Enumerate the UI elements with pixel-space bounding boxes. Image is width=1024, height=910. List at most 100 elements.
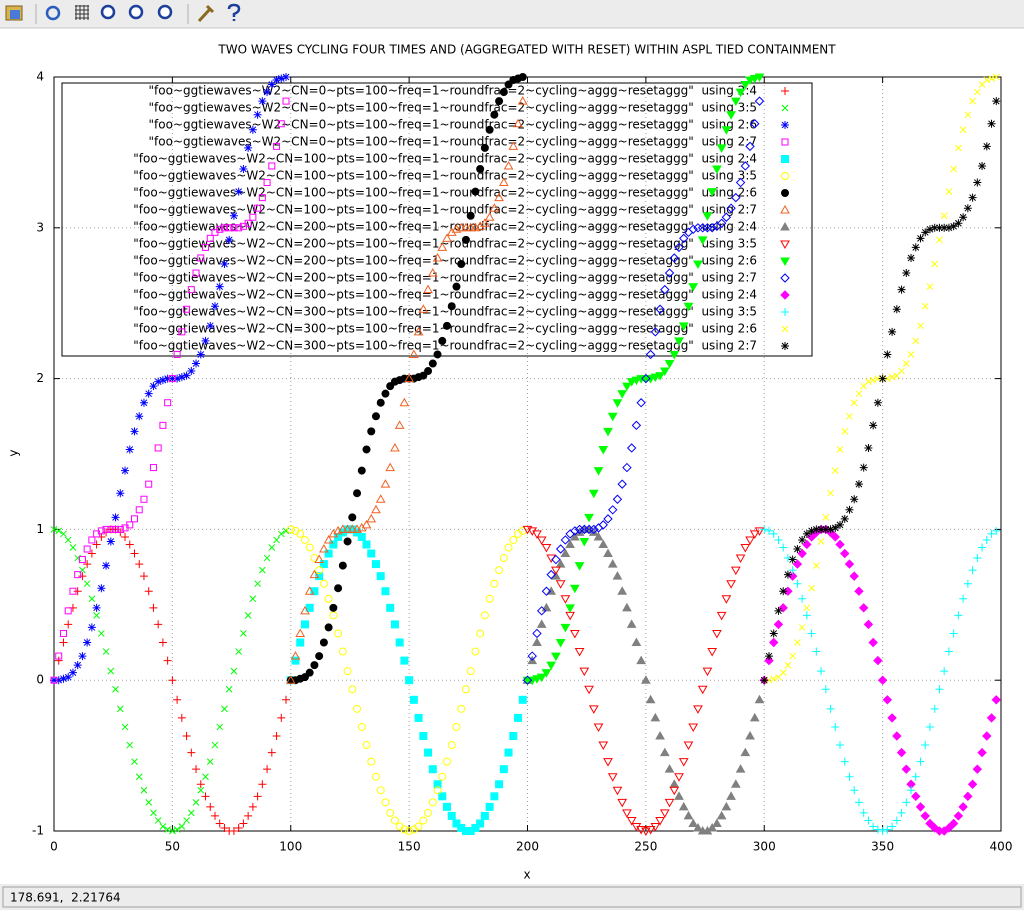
data-point bbox=[898, 286, 906, 294]
data-point bbox=[400, 399, 408, 406]
data-point bbox=[960, 127, 966, 133]
data-point bbox=[623, 810, 631, 817]
data-point bbox=[429, 360, 436, 367]
data-point bbox=[845, 773, 853, 781]
data-point bbox=[841, 515, 849, 523]
y-tick-label: 2 bbox=[36, 371, 44, 385]
data-point bbox=[984, 77, 990, 83]
data-point bbox=[203, 774, 209, 780]
data-point bbox=[481, 812, 488, 819]
legend-marker bbox=[781, 206, 789, 213]
data-point bbox=[978, 543, 986, 551]
data-point bbox=[883, 696, 891, 704]
data-point bbox=[254, 792, 262, 800]
data-point bbox=[609, 774, 617, 781]
data-point bbox=[964, 792, 972, 800]
data-point bbox=[623, 604, 631, 611]
data-point bbox=[864, 444, 872, 452]
data-point bbox=[467, 668, 474, 675]
data-point bbox=[245, 612, 251, 618]
data-point bbox=[893, 816, 901, 824]
data-point bbox=[330, 612, 337, 619]
data-point bbox=[146, 799, 152, 805]
legend-label: "foo~ggtiewaves~W2~CN=100~pts=100~freq=1… bbox=[133, 169, 757, 183]
data-point bbox=[444, 758, 451, 765]
data-point bbox=[330, 541, 337, 548]
data-point bbox=[448, 303, 455, 310]
data-point bbox=[277, 714, 285, 722]
data-point bbox=[946, 189, 952, 195]
legend-label: "foo~ggtiewaves~W2~CN=100~pts=100~freq=1… bbox=[133, 186, 757, 200]
data-point bbox=[367, 515, 375, 522]
data-point bbox=[637, 657, 645, 664]
data-point bbox=[604, 759, 612, 766]
data-point bbox=[93, 604, 101, 612]
data-point bbox=[964, 580, 972, 588]
data-point bbox=[951, 166, 957, 172]
toolbar bbox=[0, 0, 1024, 28]
data-point bbox=[595, 724, 603, 731]
data-point bbox=[694, 706, 702, 713]
data-point bbox=[770, 629, 778, 637]
zoom-prev-button[interactable] bbox=[102, 6, 114, 18]
data-point bbox=[618, 480, 626, 488]
x-tick-label: 50 bbox=[165, 840, 180, 854]
data-point bbox=[666, 361, 674, 368]
data-point bbox=[954, 611, 962, 619]
data-point bbox=[935, 685, 943, 693]
data-point bbox=[330, 604, 337, 611]
data-point bbox=[964, 204, 972, 212]
data-point bbox=[382, 390, 389, 397]
data-point bbox=[590, 706, 598, 713]
data-point bbox=[486, 126, 493, 133]
data-point bbox=[613, 787, 621, 794]
data-point bbox=[69, 669, 77, 677]
data-point bbox=[613, 572, 621, 579]
data-point bbox=[580, 668, 588, 675]
data-point bbox=[434, 351, 441, 358]
data-point bbox=[496, 781, 503, 788]
data-point bbox=[580, 538, 588, 545]
autoscale-button[interactable] bbox=[159, 6, 171, 18]
data-point bbox=[670, 787, 678, 794]
data-point bbox=[722, 596, 730, 603]
data-point bbox=[282, 73, 290, 81]
data-point bbox=[533, 629, 541, 637]
data-point bbox=[913, 338, 919, 344]
data-point bbox=[965, 112, 971, 118]
legend-marker bbox=[781, 274, 789, 282]
zoom-next-button[interactable] bbox=[130, 6, 142, 18]
data-point bbox=[160, 422, 166, 428]
data-point bbox=[893, 305, 901, 313]
data-point bbox=[798, 595, 806, 603]
data-point bbox=[141, 787, 147, 793]
data-point bbox=[439, 773, 446, 780]
data-point bbox=[552, 653, 560, 660]
data-point bbox=[666, 765, 674, 772]
data-point bbox=[831, 723, 839, 731]
data-point bbox=[889, 374, 895, 380]
data-point bbox=[823, 514, 829, 520]
data-point bbox=[970, 98, 976, 104]
x-tick-label: 350 bbox=[871, 840, 894, 854]
data-point bbox=[642, 676, 650, 683]
data-point bbox=[354, 490, 361, 497]
data-point bbox=[98, 630, 104, 636]
data-point bbox=[453, 723, 460, 730]
data-point bbox=[505, 749, 512, 756]
data-point bbox=[661, 749, 669, 756]
data-point bbox=[595, 468, 603, 475]
data-point bbox=[335, 630, 342, 637]
data-point bbox=[855, 587, 863, 595]
data-point bbox=[505, 544, 512, 551]
data-point bbox=[211, 812, 219, 820]
data-point bbox=[239, 819, 247, 827]
data-point bbox=[623, 464, 631, 472]
data-point bbox=[420, 817, 427, 824]
data-point bbox=[339, 648, 346, 655]
data-point bbox=[670, 780, 678, 787]
data-point bbox=[656, 732, 664, 739]
legend-marker bbox=[781, 87, 789, 95]
data-point bbox=[178, 714, 186, 722]
data-point bbox=[609, 560, 617, 567]
